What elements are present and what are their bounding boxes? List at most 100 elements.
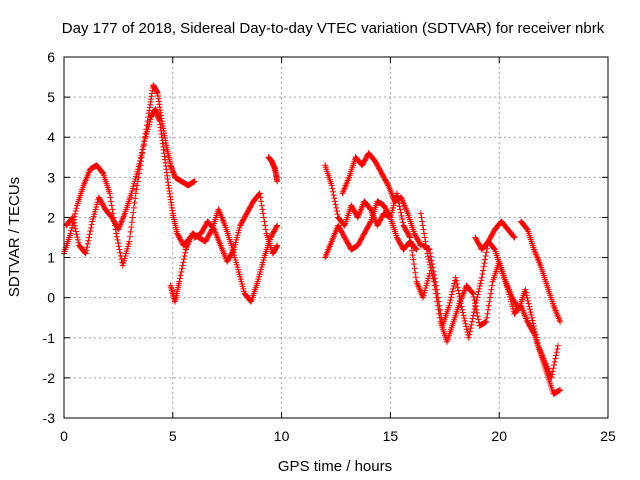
data-point [131,200,138,207]
data-point [71,220,78,227]
data-point [178,265,185,272]
data-point [463,326,470,333]
data-point [329,188,336,195]
data-point [510,233,517,240]
data-point [447,297,454,304]
data-point [333,204,340,211]
data-point [434,298,441,305]
series-track-g [322,198,420,261]
data-point [511,234,518,241]
data-point [72,208,79,215]
data-point [436,314,443,321]
data-point [399,219,406,226]
data-point [557,318,564,325]
data-point [488,286,495,293]
data-point [134,166,141,173]
data-point [258,202,265,209]
data-point [432,290,439,297]
data-point [434,302,441,309]
data-point [137,155,144,162]
data-point [84,244,91,251]
data-point [428,267,435,274]
data-point [551,358,558,365]
series-track-j [417,210,561,381]
data-point [260,214,267,221]
data-point [108,202,115,209]
data-point [523,292,530,299]
data-point [86,231,93,238]
data-point [260,210,267,217]
data-point [334,211,341,218]
data-point [341,221,348,228]
data-point [418,214,425,221]
data-point [177,272,184,279]
data-point [483,314,490,321]
data-point [476,285,483,292]
data-point [450,285,457,292]
data-point [487,294,494,301]
data-point [133,186,140,193]
y-tick-label: -2 [43,370,56,386]
data-point [256,190,263,197]
data-point [138,152,145,159]
data-point [526,303,533,310]
data-point [453,281,460,288]
series-track-b [63,106,194,257]
data-point [139,146,146,153]
data-point [115,240,122,247]
data-point [459,309,466,316]
data-point [273,223,280,230]
data-point [259,206,266,213]
data-point [82,250,89,257]
data-point [67,230,74,237]
data-point [127,228,134,235]
data-point [411,265,418,272]
data-point [398,212,405,219]
data-point [524,297,531,304]
data-point [247,297,254,304]
data-point [470,293,477,300]
data-point [419,218,426,225]
data-point [413,246,420,253]
data-point [332,201,339,208]
data-point [482,252,489,259]
data-point [477,280,484,287]
series-track-e [265,154,281,185]
y-tick-label: 2 [47,209,55,225]
data-point [463,323,470,330]
data-point [483,318,490,325]
data-point [86,234,93,241]
data-point [109,206,116,213]
data-point [262,222,269,229]
data-point [412,245,419,252]
data-point [486,298,493,305]
data-point [397,206,404,213]
data-point [485,306,492,313]
series-track-k [472,218,518,253]
x-tick-label: 20 [491,428,507,444]
data-point [482,256,489,263]
data-point [523,225,530,232]
data-point [75,239,82,246]
data-point [425,253,432,260]
data-point [432,286,439,293]
data-point [410,260,417,267]
data-point [424,250,431,257]
data-point [126,233,133,240]
data-point [474,291,481,298]
data-point [408,247,415,254]
data-point [129,214,136,221]
series-track-a [61,82,198,269]
data-point [491,245,498,252]
data-point [256,191,263,198]
data-point [475,316,482,323]
data-point [136,157,143,164]
data-point [530,323,537,330]
data-point [461,315,468,322]
data-point [480,267,487,274]
data-point [557,386,564,393]
data-point [333,208,340,215]
data-point [454,284,461,291]
data-point [429,273,436,280]
